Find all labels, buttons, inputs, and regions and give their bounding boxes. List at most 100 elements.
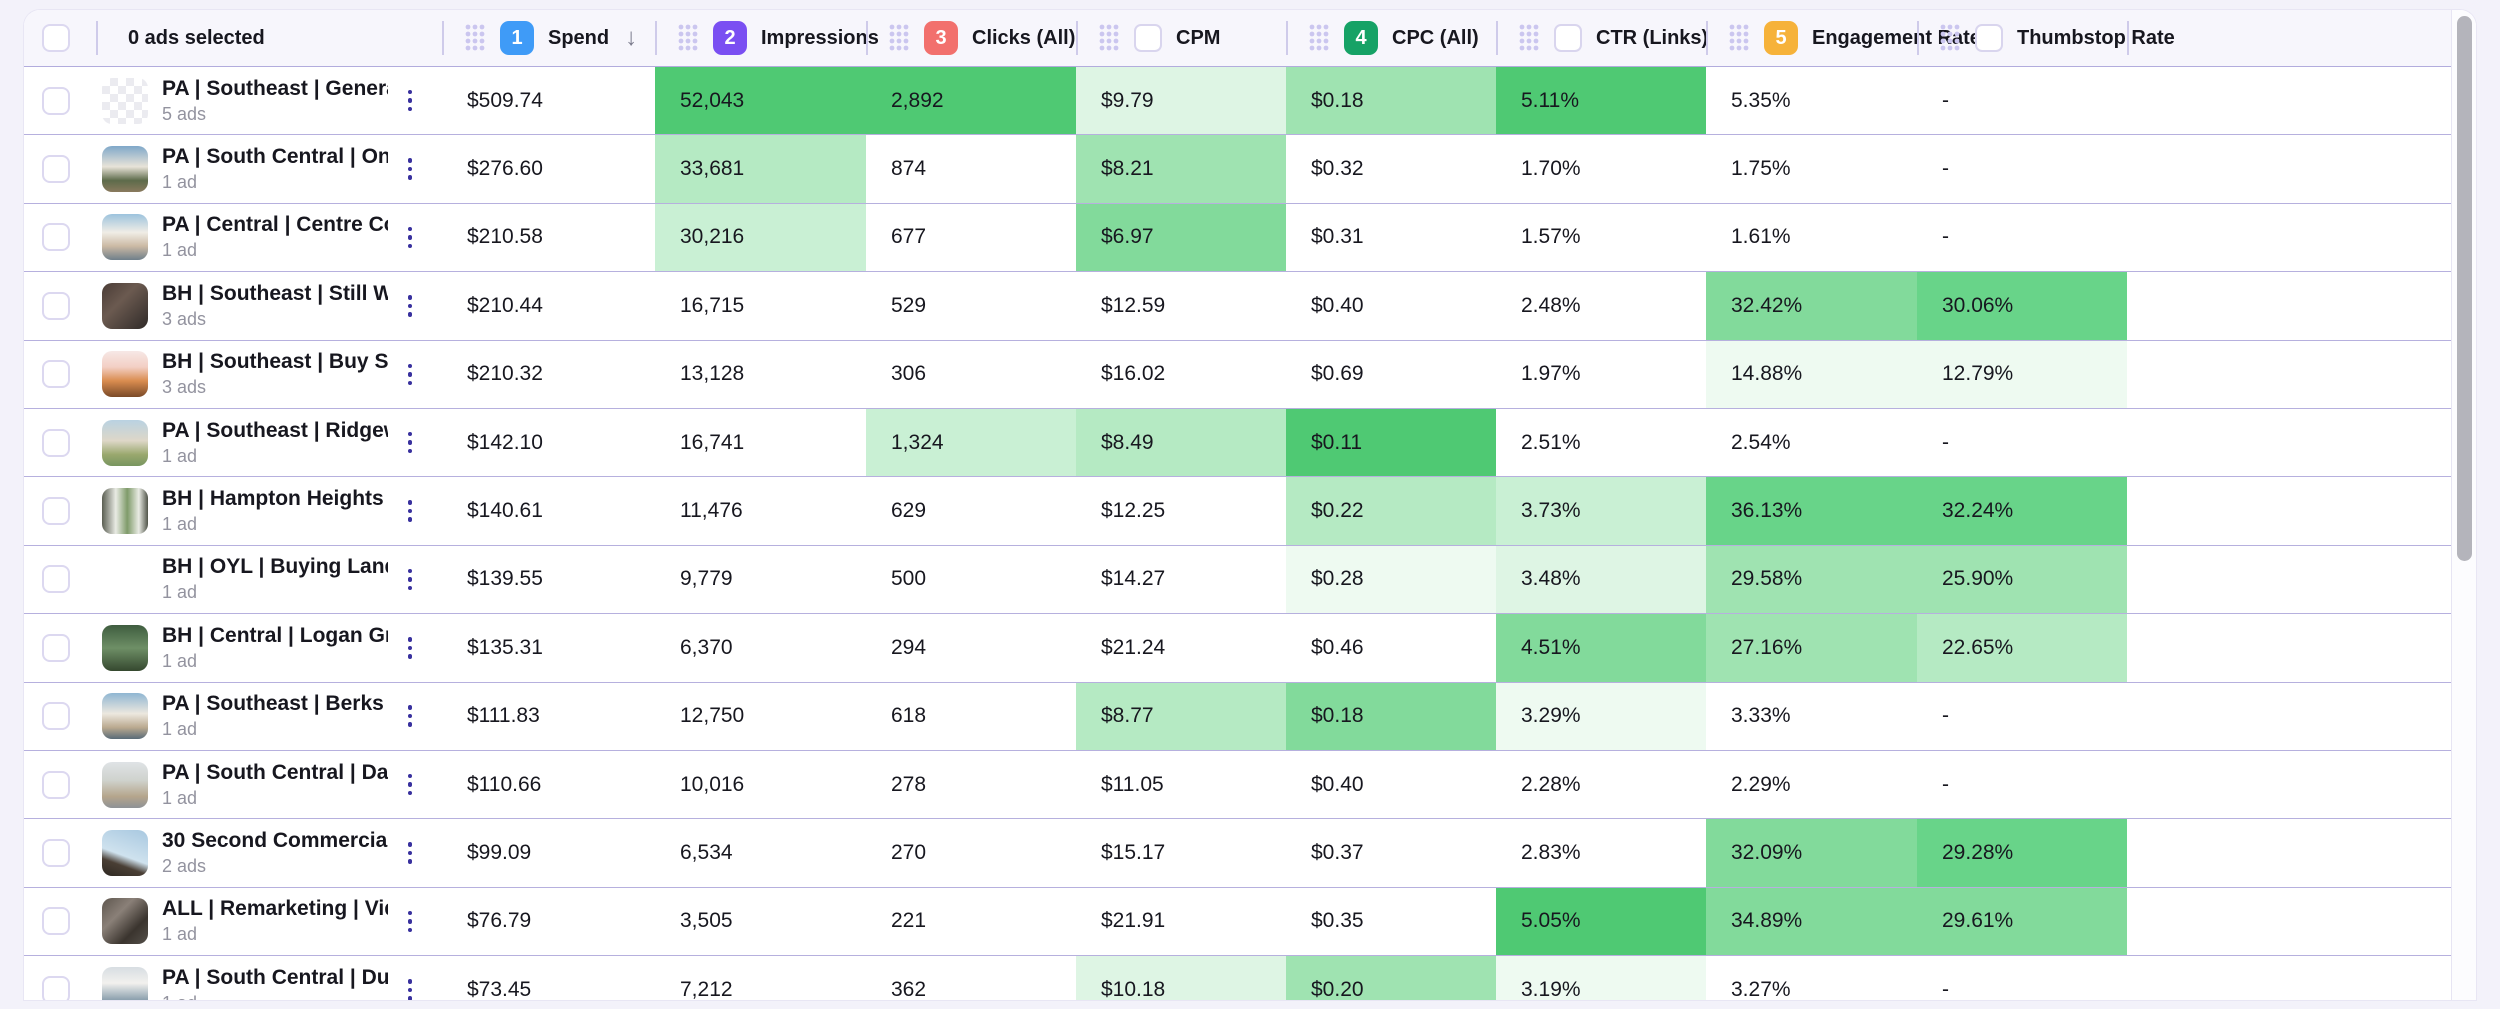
metric-cell-ctr: 4.51% [1496, 614, 1706, 682]
scrollbar-track[interactable] [2451, 10, 2476, 1000]
row-menu-button[interactable] [402, 768, 419, 802]
row-menu-button[interactable] [402, 494, 419, 528]
row-menu-button[interactable] [402, 221, 419, 255]
row-menu-button[interactable] [402, 631, 419, 665]
table-row: BH | Central | Logan Green... 1 ad $135.… [24, 614, 2476, 683]
ad-name-cell[interactable]: BH | Southeast | Buy Smar... 3 ads [96, 341, 442, 408]
row-checkbox[interactable] [42, 223, 70, 252]
metric-cell-cpc: $0.37 [1286, 819, 1496, 887]
drag-handle-icon[interactable] [464, 23, 486, 53]
ad-name-cell[interactable]: PA | Southeast | General M... 5 ads [96, 67, 442, 134]
metric-cell-ctr: 1.70% [1496, 135, 1706, 203]
metric-cell-thumbstop: - [1917, 682, 2127, 750]
column-header-impressions[interactable]: 2 Impressions [655, 10, 879, 66]
row-menu-button[interactable] [402, 289, 419, 323]
row-menu-button[interactable] [402, 699, 419, 733]
row-checkbox[interactable] [42, 360, 70, 389]
ad-name-cell[interactable]: 30 Second Commercial #1 ... 2 ads [96, 819, 442, 886]
row-checkbox[interactable] [42, 291, 70, 320]
metric-cell-cpm: $15.17 [1076, 819, 1286, 887]
row-menu-button[interactable] [402, 905, 419, 939]
row-checkbox[interactable] [42, 838, 70, 867]
drag-handle-icon[interactable] [1098, 23, 1120, 53]
metric-cell-ctr: 5.05% [1496, 887, 1706, 956]
column-header-ctr[interactable]: CTR (Links) [1496, 10, 1708, 66]
row-checkbox[interactable] [42, 702, 70, 731]
ad-thumbnail [102, 761, 148, 808]
table-row: 30 Second Commercial #1 ... 2 ads $99.09… [24, 819, 2476, 888]
metric-cell-clicks: 677 [866, 203, 1076, 272]
ad-name-cell[interactable]: ALL | Remarketing | Video ... 1 ad [96, 888, 442, 955]
metric-cell-thumbstop: 29.61% [1917, 887, 2127, 956]
ad-name-cell[interactable]: BH | Southeast | Still Withi... 3 ads [96, 272, 442, 339]
metric-cell-engagement: 5.35% [1706, 67, 1917, 135]
sort-desc-icon[interactable]: ↓ [625, 24, 638, 51]
ad-name-cell[interactable]: PA | South Central | On Yo... 1 ad [96, 135, 442, 202]
ad-name-cell[interactable]: BH | Hampton Heights | Pr... 1 ad [96, 477, 442, 544]
scrollbar-thumb[interactable] [2457, 16, 2472, 561]
row-menu-button[interactable] [402, 836, 419, 870]
row-menu-button[interactable] [402, 426, 419, 460]
ad-name-cell[interactable]: BH | Central | Logan Green... 1 ad [96, 614, 442, 681]
metric-cell-spend: $139.55 [442, 545, 655, 614]
row-select-cell [24, 956, 96, 1000]
row-checkbox[interactable] [42, 497, 70, 526]
column-header-thumbstop[interactable]: Thumbstop Rate [1917, 10, 2175, 66]
column-header-engagement[interactable]: 5 Engagement Rate [1706, 10, 1981, 66]
ad-name-cell[interactable]: PA | Central | Centre Count... 1 ad [96, 204, 442, 271]
ad-count: 1 ad [162, 650, 198, 671]
row-checkbox[interactable] [42, 907, 70, 936]
row-checkbox[interactable] [42, 565, 70, 594]
ad-name-cell[interactable]: BH | OYL | Buying Land | T... 1 ad [96, 546, 442, 613]
empty-cell [2127, 135, 2476, 202]
drag-handle-icon[interactable] [1518, 23, 1540, 53]
row-checkbox[interactable] [42, 86, 70, 115]
table-row: PA | Southeast | General M... 5 ads $509… [24, 67, 2476, 136]
row-checkbox[interactable] [42, 428, 70, 457]
column-checkbox[interactable] [1134, 24, 1162, 52]
ad-count: 1 ad [162, 582, 198, 603]
metric-cell-thumbstop: - [1917, 135, 2127, 203]
ad-name-cell[interactable]: PA | South Central | Dauph... 1 ad [96, 751, 442, 818]
row-checkbox[interactable] [42, 975, 70, 1000]
row-select-cell [24, 135, 96, 202]
drag-handle-icon[interactable] [1308, 23, 1330, 53]
drag-handle-icon[interactable] [1728, 23, 1750, 53]
row-menu-button[interactable] [402, 563, 419, 597]
select-all-checkbox[interactable] [42, 24, 70, 52]
metric-cell-cpm: $8.77 [1076, 682, 1286, 750]
row-checkbox[interactable] [42, 633, 70, 662]
row-checkbox[interactable] [42, 770, 70, 799]
metric-cell-clicks: 221 [866, 887, 1076, 956]
row-menu-button[interactable] [402, 358, 419, 392]
ad-name: PA | Central | Centre Count... [162, 213, 388, 237]
column-header-clicks[interactable]: 3 Clicks (All) [866, 10, 1076, 66]
metric-cell-cpc: $0.40 [1286, 272, 1496, 340]
ad-name-cell[interactable]: PA | Southeast | Berks Cou... 1 ad [96, 683, 442, 750]
column-checkbox[interactable] [1975, 24, 2003, 52]
ad-thumbnail [102, 898, 148, 945]
row-menu-button[interactable] [402, 973, 419, 1000]
drag-handle-icon[interactable] [888, 23, 910, 53]
column-checkbox[interactable] [1554, 24, 1582, 52]
ad-name: BH | Hampton Heights | Pr... [162, 487, 388, 511]
metric-cell-clicks: 500 [866, 545, 1076, 614]
table-row: PA | South Central | Dunca... 1 ad $73.4… [24, 956, 2476, 1000]
metric-cell-cpm: $12.25 [1076, 477, 1286, 545]
ad-thumbnail [102, 146, 148, 193]
ad-name-cell[interactable]: PA | Southeast | Ridgewoo... 1 ad [96, 409, 442, 476]
row-checkbox[interactable] [42, 155, 70, 184]
drag-handle-icon[interactable] [1939, 23, 1961, 53]
ad-name-cell[interactable]: PA | South Central | Dunca... 1 ad [96, 956, 442, 1000]
row-menu-button[interactable] [402, 84, 419, 118]
drag-handle-icon[interactable] [677, 23, 699, 53]
table-row: PA | Southeast | Berks Cou... 1 ad $111.… [24, 682, 2476, 751]
row-menu-button[interactable] [402, 152, 419, 186]
metric-cell-spend: $509.74 [442, 67, 655, 135]
metric-cell-ctr: 3.19% [1496, 956, 1706, 1000]
column-header-spend[interactable]: 1 Spend ↓ [442, 10, 655, 66]
column-header-cpm[interactable]: CPM [1076, 10, 1286, 66]
metric-cell-ctr: 3.29% [1496, 682, 1706, 750]
column-header-cpc[interactable]: 4 CPC (All) [1286, 10, 1496, 66]
metric-cell-engagement: 3.33% [1706, 682, 1917, 750]
